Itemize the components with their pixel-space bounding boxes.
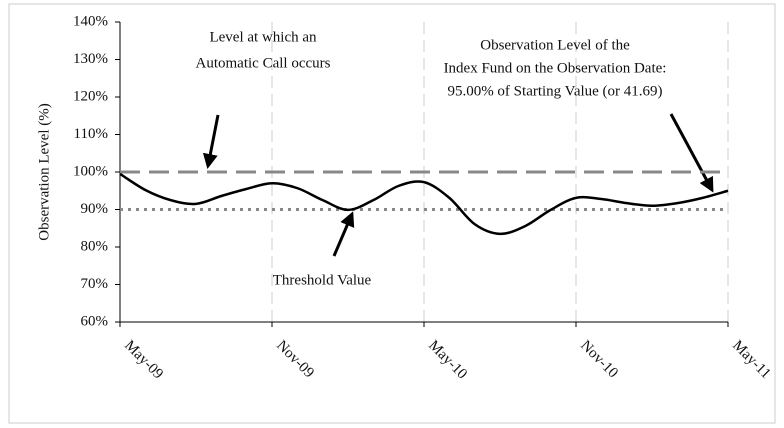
annotation: Observation Level of the: [480, 37, 630, 53]
arrow: [332, 211, 355, 257]
arrow: [202, 114, 220, 169]
annotation: Threshold Value: [273, 272, 372, 288]
y-tick-label: 130%: [73, 51, 108, 67]
x-tick-label: Nov-10: [577, 338, 621, 382]
y-axis-label: Observation Level (%): [36, 103, 52, 240]
y-tick-label: 120%: [73, 88, 108, 104]
annotation: Index Fund on the Observation Date:: [444, 60, 667, 76]
y-tick-label: 100%: [73, 163, 108, 179]
x-tick-label: May-10: [425, 338, 470, 383]
annotation: Automatic Call occurs: [196, 55, 331, 71]
y-tick-label: 110%: [74, 126, 108, 142]
frame: [8, 3, 776, 424]
annotation: 95.00% of Starting Value (or 41.69): [447, 83, 662, 99]
x-tick-label: Nov-09: [273, 338, 317, 382]
y-tick-label: 90%: [81, 201, 109, 217]
y-tick-label: 140%: [73, 13, 108, 29]
x-tick-label: May-09: [121, 338, 166, 383]
data-line: [119, 172, 729, 236]
annotation: Level at which an: [209, 29, 317, 45]
y-tick-label: 80%: [81, 238, 109, 254]
x-tick-label: May-11: [729, 338, 774, 383]
arrow: [669, 113, 714, 193]
y-tick-label: 60%: [81, 313, 109, 329]
y-tick-label: 70%: [81, 276, 109, 292]
